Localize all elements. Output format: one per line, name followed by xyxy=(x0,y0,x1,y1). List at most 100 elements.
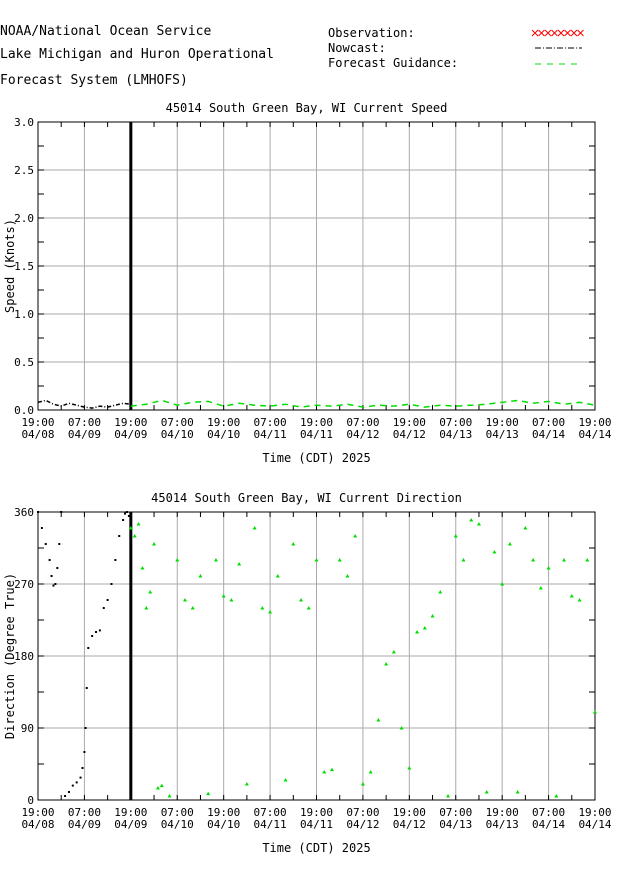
direction-nowcast-point xyxy=(48,559,51,561)
speed-x-tick-label: 04/13 xyxy=(486,428,519,441)
direction-nowcast-point xyxy=(54,583,57,585)
direction-forecast-point xyxy=(523,526,528,530)
system-subtitle: Forecast System (LMHOFS) xyxy=(0,73,188,88)
speed-x-tick-label: 07:00 xyxy=(532,416,565,429)
legend-forecast-label: Forecast Guidance: xyxy=(328,56,459,70)
direction-forecast-point xyxy=(492,550,497,554)
direction-forecast-point xyxy=(368,770,373,774)
direction-forecast-point xyxy=(461,558,466,562)
direction-forecast-point xyxy=(206,791,211,796)
speed-x-tick-label: 04/14 xyxy=(532,428,565,441)
direction-x-tick-label: 04/12 xyxy=(346,818,379,831)
direction-forecast-point xyxy=(175,558,180,562)
direction-x-tick-label: 04/10 xyxy=(161,818,194,831)
direction-forecast-point xyxy=(469,518,474,522)
direction-forecast-point xyxy=(167,794,172,798)
direction-forecast-point xyxy=(148,590,153,594)
direction-nowcast-point xyxy=(60,511,63,513)
speed-plot-frame xyxy=(37,121,596,411)
speed-y-tick-label: 2.0 xyxy=(14,212,34,225)
direction-nowcast-point xyxy=(56,567,59,569)
direction-y-tick-label: 180 xyxy=(14,650,34,663)
speed-x-tick-label: 04/08 xyxy=(21,428,54,441)
direction-forecast-point xyxy=(221,594,226,598)
direction-nowcast-point xyxy=(83,751,86,753)
speed-x-tick-label: 04/10 xyxy=(207,428,240,441)
direction-forecast-point xyxy=(128,526,133,530)
speed-x-tick-label: 19:00 xyxy=(578,416,611,429)
direction-forecast-point xyxy=(546,566,551,570)
direction-y-tick-label: 270 xyxy=(14,578,34,591)
speed-x-tick-label: 04/11 xyxy=(300,428,333,441)
direction-x-tick-label: 04/13 xyxy=(439,818,472,831)
legend-observation-mark xyxy=(531,29,539,37)
direction-nowcast-point xyxy=(87,647,90,649)
direction-nowcast-point xyxy=(44,543,47,545)
direction-forecast-point xyxy=(268,610,273,614)
direction-forecast-point xyxy=(407,766,412,770)
legend-observation-mark xyxy=(551,29,558,37)
legend-observation-swatch xyxy=(531,29,584,37)
legend-observation-mark xyxy=(577,29,584,37)
direction-x-tick-label: 04/09 xyxy=(68,818,101,831)
direction-forecast-point xyxy=(538,586,543,590)
direction-nowcast-point xyxy=(118,535,121,537)
legend-observation-mark xyxy=(557,29,565,37)
direction-y-tick-label: 90 xyxy=(21,722,34,735)
direction-forecast-point xyxy=(569,594,574,598)
direction-nowcast-point xyxy=(40,527,43,529)
direction-x-tick-label: 19:00 xyxy=(114,806,147,819)
direction-x-tick-label: 04/14 xyxy=(532,818,565,831)
speed-x-tick-label: 19:00 xyxy=(393,416,426,429)
direction-forecast-point xyxy=(453,534,458,538)
direction-plot-frame xyxy=(37,511,596,801)
direction-nowcast-point xyxy=(58,543,61,545)
direction-forecast-point xyxy=(182,598,187,602)
speed-x-tick-label: 19:00 xyxy=(114,416,147,429)
speed-x-tick-label: 07:00 xyxy=(68,416,101,429)
direction-nowcast-point xyxy=(50,575,53,577)
direction-nowcast-point xyxy=(52,584,55,587)
direction-x-tick-label: 19:00 xyxy=(21,806,54,819)
speed-x-tick-label: 04/12 xyxy=(393,428,426,441)
direction-forecast-point xyxy=(322,770,327,774)
direction-nowcast-point xyxy=(127,515,130,517)
speed-x-tick-label: 19:00 xyxy=(300,416,333,429)
direction-forecast-point xyxy=(252,526,257,530)
direction-forecast-point xyxy=(159,783,164,788)
direction-forecast-point xyxy=(376,718,381,722)
direction-forecast-point xyxy=(275,574,280,578)
direction-nowcast-point xyxy=(114,559,117,561)
direction-forecast-point xyxy=(299,598,304,602)
direction-forecast-point xyxy=(329,767,334,772)
speed-x-axis-label: Time (CDT) 2025 xyxy=(262,451,370,465)
direction-forecast-point xyxy=(353,534,358,538)
direction-forecast-point xyxy=(244,782,249,786)
direction-nowcast-point xyxy=(129,512,132,515)
direction-forecast-point xyxy=(430,614,435,618)
direction-x-tick-label: 04/11 xyxy=(254,818,287,831)
speed-x-tick-label: 04/11 xyxy=(254,428,287,441)
direction-x-tick-label: 07:00 xyxy=(68,806,101,819)
speed-y-tick-label: 0.5 xyxy=(14,356,34,369)
system-title: Lake Michigan and Huron Operational xyxy=(0,47,274,62)
direction-nowcast-point xyxy=(79,776,82,779)
direction-y-axis-label: Direction (Degree True) xyxy=(3,573,17,739)
speed-y-tick-label: 0.0 xyxy=(14,404,34,417)
direction-forecast-point xyxy=(415,630,420,634)
direction-x-tick-label: 19:00 xyxy=(207,806,240,819)
direction-forecast-point xyxy=(213,558,218,562)
direction-forecast-point xyxy=(399,726,404,730)
direction-nowcast-point xyxy=(75,781,78,784)
direction-x-tick-label: 19:00 xyxy=(486,806,519,819)
direction-forecast-point xyxy=(484,790,489,794)
direction-nowcast-point xyxy=(64,795,67,797)
direction-forecast-point xyxy=(314,558,319,562)
direction-forecast-point xyxy=(531,558,536,562)
direction-y-tick-label: 0 xyxy=(27,794,34,807)
direction-nowcast-point xyxy=(95,631,98,633)
direction-nowcast-point xyxy=(84,727,87,729)
speed-x-tick-label: 04/14 xyxy=(578,428,611,441)
speed-x-tick-label: 19:00 xyxy=(21,416,54,429)
